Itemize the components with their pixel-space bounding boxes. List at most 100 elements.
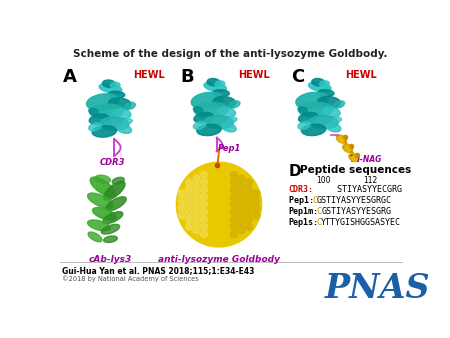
Circle shape xyxy=(208,197,215,204)
Ellipse shape xyxy=(101,224,120,234)
Ellipse shape xyxy=(298,113,318,123)
Ellipse shape xyxy=(337,135,347,143)
Text: C: C xyxy=(317,207,322,216)
Ellipse shape xyxy=(88,220,110,231)
Circle shape xyxy=(230,216,238,223)
Circle shape xyxy=(223,234,230,241)
Circle shape xyxy=(193,212,200,219)
Ellipse shape xyxy=(227,117,237,122)
Text: ©2018 by National Academy of Sciences: ©2018 by National Academy of Sciences xyxy=(62,275,198,282)
Circle shape xyxy=(193,183,200,190)
Ellipse shape xyxy=(124,102,135,110)
Circle shape xyxy=(223,168,230,175)
Circle shape xyxy=(253,197,260,204)
Circle shape xyxy=(238,227,245,234)
Circle shape xyxy=(216,216,223,223)
Ellipse shape xyxy=(194,113,213,123)
Circle shape xyxy=(230,201,238,208)
Circle shape xyxy=(186,216,193,223)
Circle shape xyxy=(201,171,207,178)
Ellipse shape xyxy=(99,83,122,93)
Circle shape xyxy=(223,227,230,234)
Circle shape xyxy=(201,186,207,193)
Ellipse shape xyxy=(89,108,98,114)
Circle shape xyxy=(245,194,252,201)
Ellipse shape xyxy=(89,114,108,124)
Ellipse shape xyxy=(103,212,123,224)
Circle shape xyxy=(178,190,185,197)
Ellipse shape xyxy=(342,144,353,152)
Ellipse shape xyxy=(104,182,125,200)
Text: YTTYGISHGGSASYEC: YTTYGISHGGSASYEC xyxy=(321,218,401,227)
Ellipse shape xyxy=(90,177,115,197)
Ellipse shape xyxy=(197,124,221,136)
Ellipse shape xyxy=(88,232,102,242)
Circle shape xyxy=(216,194,223,201)
Text: CDR3: CDR3 xyxy=(100,158,126,167)
Circle shape xyxy=(238,190,245,197)
Ellipse shape xyxy=(333,101,345,108)
Circle shape xyxy=(238,197,245,204)
Circle shape xyxy=(186,201,193,208)
Circle shape xyxy=(208,168,215,175)
Circle shape xyxy=(201,209,207,216)
Text: Pep1s:: Pep1s: xyxy=(289,218,319,227)
Circle shape xyxy=(201,231,207,238)
Circle shape xyxy=(208,190,215,197)
Circle shape xyxy=(223,190,230,197)
Ellipse shape xyxy=(92,126,117,137)
Circle shape xyxy=(186,194,193,201)
Circle shape xyxy=(253,190,260,197)
Circle shape xyxy=(238,204,245,212)
Ellipse shape xyxy=(194,107,203,113)
Circle shape xyxy=(245,186,252,193)
Ellipse shape xyxy=(332,117,342,122)
Circle shape xyxy=(208,212,215,219)
Circle shape xyxy=(208,234,215,241)
Ellipse shape xyxy=(229,101,240,108)
Circle shape xyxy=(253,204,260,212)
Ellipse shape xyxy=(218,107,236,117)
Circle shape xyxy=(186,223,193,230)
Circle shape xyxy=(245,223,252,230)
Text: B: B xyxy=(180,68,194,86)
Ellipse shape xyxy=(108,91,125,98)
Ellipse shape xyxy=(104,236,117,242)
Circle shape xyxy=(201,194,207,201)
Circle shape xyxy=(178,204,185,212)
Text: STIYASYYECGRG: STIYASYYECGRG xyxy=(317,185,402,194)
Ellipse shape xyxy=(327,123,341,132)
Circle shape xyxy=(223,197,230,204)
Circle shape xyxy=(216,179,223,186)
Circle shape xyxy=(193,190,200,197)
Ellipse shape xyxy=(207,78,220,86)
Ellipse shape xyxy=(302,124,326,136)
Circle shape xyxy=(216,238,223,245)
Circle shape xyxy=(201,223,207,230)
Circle shape xyxy=(230,186,238,193)
Circle shape xyxy=(253,212,260,219)
Text: Gui-Hua Yan et al. PNAS 2018;115;1:E34-E43: Gui-Hua Yan et al. PNAS 2018;115;1:E34-E… xyxy=(62,266,254,275)
Text: C: C xyxy=(312,196,317,205)
Ellipse shape xyxy=(194,121,206,129)
Circle shape xyxy=(186,179,193,186)
Ellipse shape xyxy=(318,90,334,96)
Circle shape xyxy=(186,186,193,193)
Text: C: C xyxy=(291,68,304,86)
Text: Peptide sequences: Peptide sequences xyxy=(300,165,411,174)
Circle shape xyxy=(223,183,230,190)
Circle shape xyxy=(193,175,200,182)
Text: A: A xyxy=(63,68,76,86)
Text: Pep1:: Pep1: xyxy=(289,196,319,205)
Ellipse shape xyxy=(312,78,325,86)
Circle shape xyxy=(178,197,185,204)
Text: PNAS: PNAS xyxy=(325,271,431,305)
Ellipse shape xyxy=(222,123,236,132)
Circle shape xyxy=(193,204,200,212)
Text: GSTIYASYYESGRG: GSTIYASYYESGRG xyxy=(321,207,392,216)
Circle shape xyxy=(223,204,230,212)
Circle shape xyxy=(216,201,223,208)
Circle shape xyxy=(245,179,252,186)
Circle shape xyxy=(230,223,238,230)
Ellipse shape xyxy=(117,125,131,134)
